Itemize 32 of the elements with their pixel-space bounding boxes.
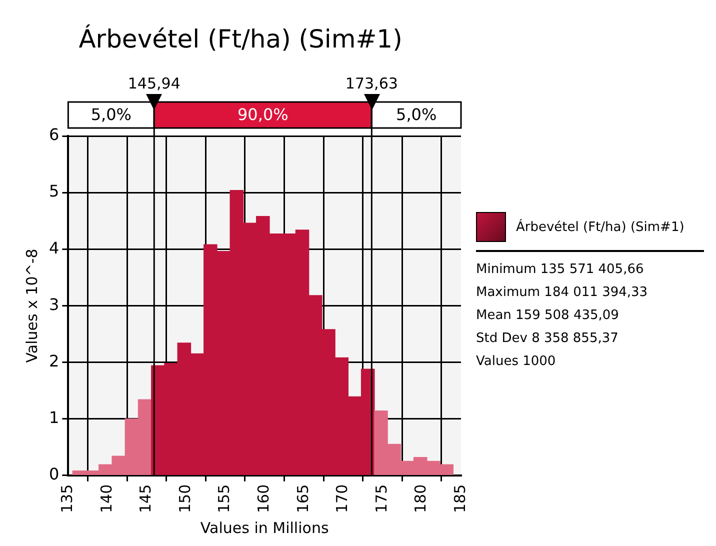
legend-label: Árbevétel (Ft/ha) (Sim#1) [516,220,684,234]
text: 90,0% [237,105,288,124]
x-tick-label: 175 [372,484,390,514]
y-tick-label: 3 [48,294,60,314]
x-tick-label: 185 [450,484,469,514]
x-tick-label: 165 [294,484,312,514]
x-tick-label: 150 [176,484,194,514]
ref-line-label: 173,63 [345,74,398,92]
text: 5,0% [396,105,437,124]
ref-line-label: 145,94 [128,74,180,92]
text: Mean 159 508 435,09 [476,307,620,325]
chart-title: Árbevétel (Ft/ha) (Sim#1) [78,24,402,54]
text: Minimum 135 571 405,66 [476,261,645,279]
x-axis-title: Values in Millions [200,518,329,537]
text: Values 1000 [476,353,557,371]
y-tick-label: 0 [48,464,60,484]
x-tick-label: 155 [215,484,234,514]
text: Maximum 184 011 394,33 [476,284,649,302]
text: Std Dev 8 358 855,37 [476,330,620,348]
y-tick-label: 1 [48,408,60,427]
text: 5,0% [90,105,132,124]
x-tick-label: 135 [58,484,76,514]
y-tick-label: 4 [48,238,60,258]
x-tick-label: 180 [412,484,430,514]
x-tick-label: 170 [333,484,352,514]
x-tick-label: 145 [136,484,155,514]
y-axis-title: Values x 10^-8 [22,248,41,363]
y-tick-label: 2 [48,351,60,370]
x-tick-label: 160 [254,484,272,514]
x-tick-label: 140 [97,484,116,514]
y-tick-label: 6 [48,125,60,144]
y-tick-label: 5 [48,182,60,201]
